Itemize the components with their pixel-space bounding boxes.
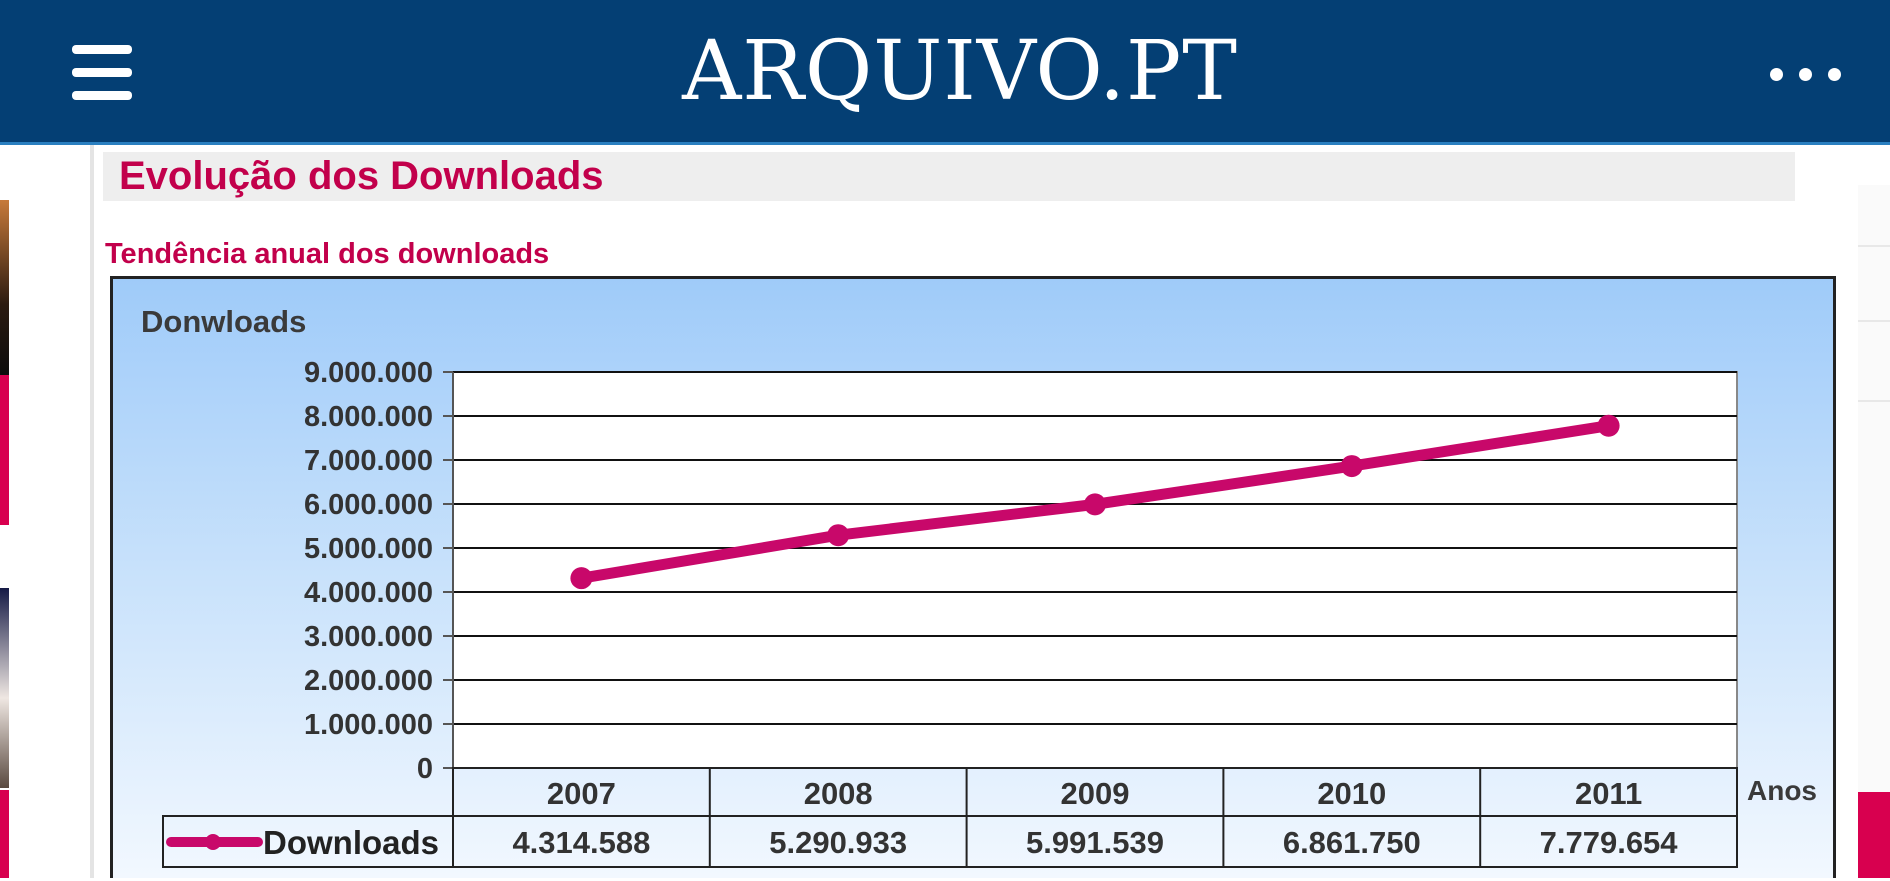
legend-marker <box>205 834 221 850</box>
data-value-label: 4.314.588 <box>512 825 650 860</box>
panel-divider <box>1858 245 1890 247</box>
y-tick-label: 8.000.000 <box>304 401 433 433</box>
data-point <box>570 567 593 590</box>
menu-line-icon <box>72 45 132 54</box>
data-point <box>1084 493 1106 516</box>
downloads-chart: Donwloads 0 1.000.000 2.000.000 3.000.000 4.0… <box>110 276 1836 878</box>
x-category-label: 2007 <box>547 776 616 811</box>
header-bar: ARQUIVO.PT <box>0 0 1890 145</box>
chart-subtitle: Tendência anual dos downloads <box>105 238 550 270</box>
data-value-label: 7.779.654 <box>1540 825 1679 860</box>
left-accent-strip <box>0 375 9 525</box>
arquivo-logo[interactable]: ARQUIVO.PT <box>682 24 1238 119</box>
hamburger-menu-icon[interactable] <box>72 45 132 101</box>
dot-icon <box>1770 68 1783 81</box>
left-accent-strip <box>0 790 9 878</box>
x-axis-label: Anos <box>1747 775 1817 806</box>
more-options-icon[interactable] <box>1770 68 1842 82</box>
x-category-label: 2008 <box>804 776 873 811</box>
data-point <box>1597 414 1620 437</box>
downloads-chart-svg: Donwloads 0 1.000.000 2.000.000 3.000.000 4.0… <box>141 304 1817 868</box>
left-thumbnail-strip <box>0 588 9 788</box>
panel-divider <box>1858 320 1890 322</box>
left-thumbnail-strip <box>0 200 9 375</box>
value-row <box>162 815 1738 868</box>
x-category-label: 2010 <box>1317 776 1386 811</box>
dot-icon <box>1799 68 1812 81</box>
y-tick-label: 5.000.000 <box>304 533 433 565</box>
dot-icon <box>1828 68 1841 81</box>
data-value-label: 6.861.750 <box>1283 825 1421 860</box>
x-category-label: 2009 <box>1061 776 1130 811</box>
content-left-border <box>90 145 94 878</box>
y-tick-label: 0 <box>417 753 433 785</box>
y-tick-label: 7.000.000 <box>304 445 433 477</box>
y-tick-label: 9.000.000 <box>304 357 433 389</box>
panel-divider <box>1858 400 1890 402</box>
data-value-label: 5.991.539 <box>1026 825 1164 860</box>
menu-line-icon <box>72 68 132 77</box>
section-title: Evolução dos Downloads <box>103 152 1795 201</box>
data-point <box>827 524 850 547</box>
x-category-label: 2011 <box>1575 776 1642 811</box>
y-tick-label: 4.000.000 <box>304 577 433 609</box>
y-axis-label: Donwloads <box>141 304 306 339</box>
y-tick-label: 2.000.000 <box>304 665 433 697</box>
data-point <box>1340 455 1363 478</box>
right-side-panel <box>1858 185 1890 878</box>
y-tick-label: 3.000.000 <box>304 621 433 653</box>
right-accent-block <box>1858 792 1890 878</box>
menu-line-icon <box>72 91 132 100</box>
legend-label: Downloads <box>263 824 439 861</box>
data-value-label: 5.290.933 <box>769 825 907 860</box>
y-tick-label: 1.000.000 <box>304 709 433 741</box>
y-tick-label: 6.000.000 <box>304 489 433 521</box>
